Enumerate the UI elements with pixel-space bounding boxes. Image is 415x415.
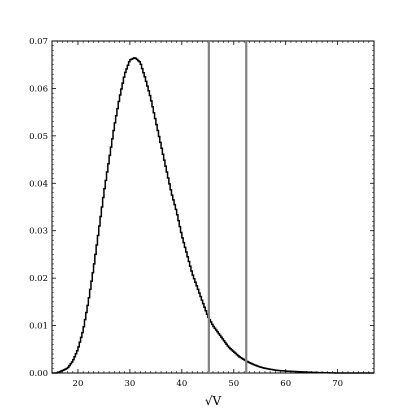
- y-tick-label: 0.01: [29, 322, 48, 332]
- y-tick-label: 0.07: [29, 37, 48, 47]
- x-tick-label: 20: [73, 379, 84, 389]
- y-tick-label: 0.04: [29, 179, 48, 189]
- y-tick-label: 0.03: [29, 227, 48, 237]
- y-tick-label: 0.05: [29, 132, 48, 142]
- y-tick-label: 0.00: [29, 369, 48, 379]
- axes-frame: [51, 40, 375, 374]
- x-tick-label: 30: [124, 379, 135, 389]
- x-axis-label: √V: [205, 394, 222, 408]
- x-tick-label: 60: [280, 379, 291, 389]
- y-tick-label: 0.06: [29, 84, 48, 94]
- x-tick-label: 70: [332, 379, 343, 389]
- histogram-step-line: [52, 57, 374, 374]
- y-tick-label: 0.02: [29, 274, 48, 284]
- x-tick-label: 50: [228, 379, 239, 389]
- x-tick-label: 40: [176, 379, 187, 389]
- plot-area: 20 30 40 50 60 70 0.00 0.01 0.02 0.03 0.04 0.05 0.06…: [29, 37, 375, 389]
